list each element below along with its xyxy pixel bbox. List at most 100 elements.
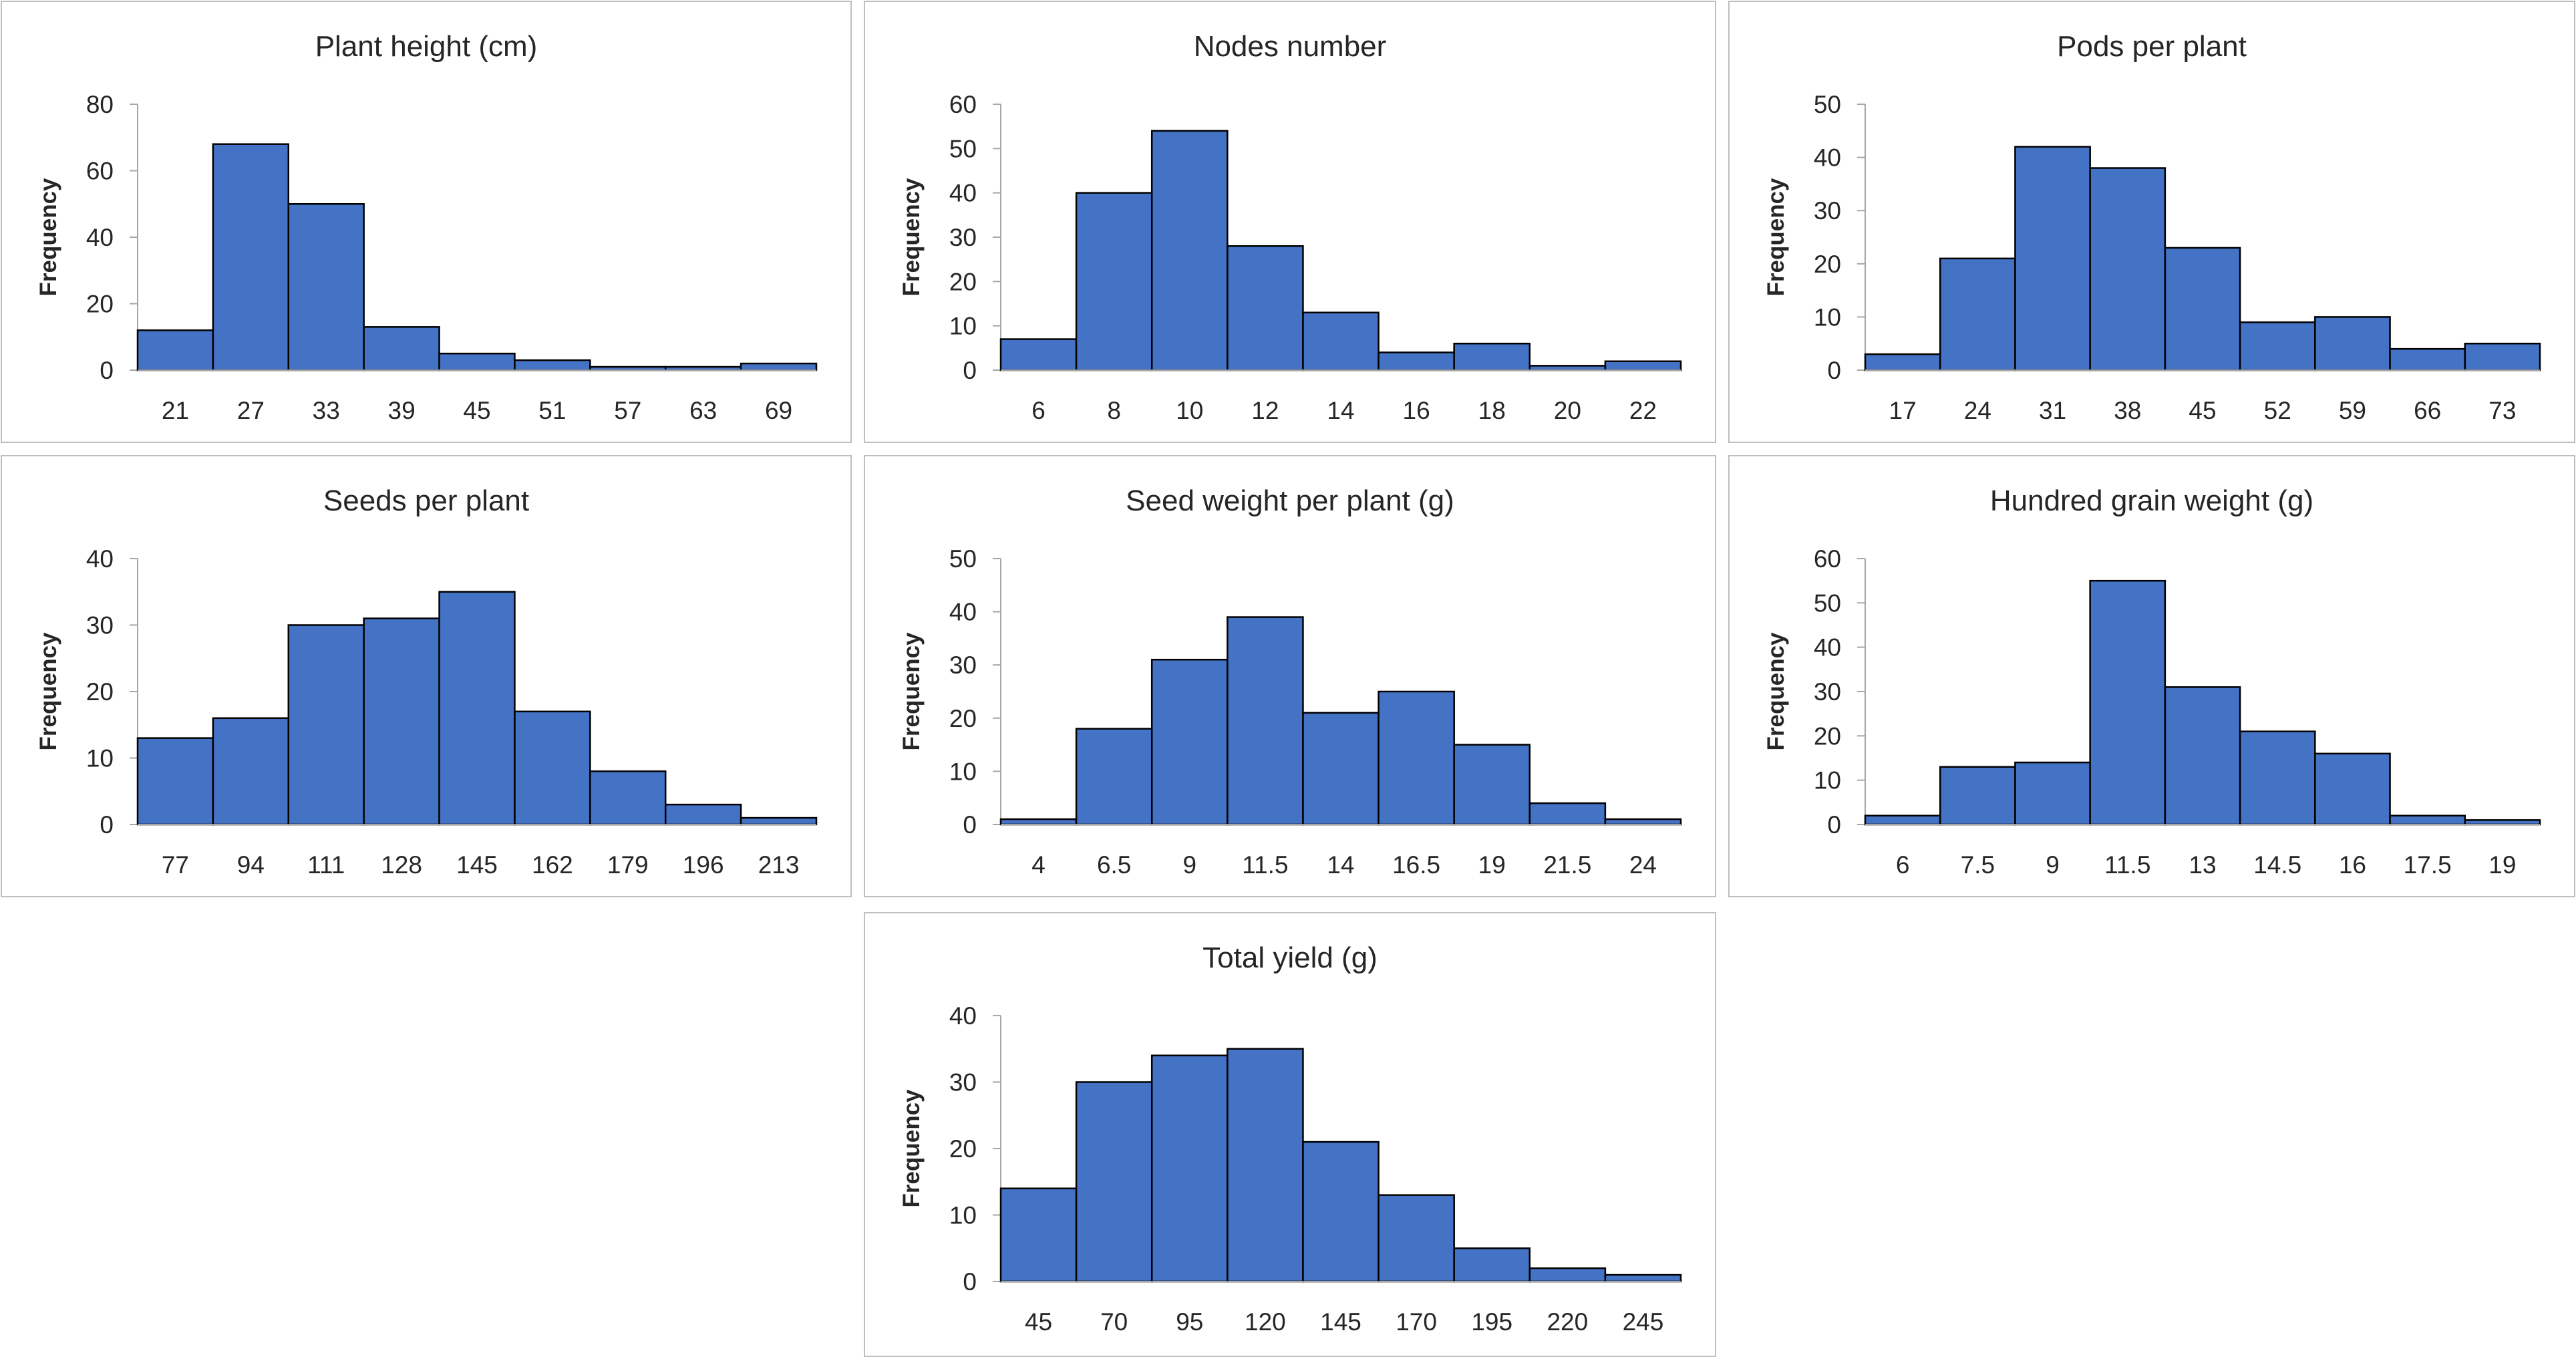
x-tick-label: 24 xyxy=(1629,851,1657,879)
histogram-bar xyxy=(1939,257,2016,371)
chart-panel-4: Seeds per plant Frequency 0 10 20 30 40 77 94 111… xyxy=(1,455,852,897)
chart-title: Seeds per plant xyxy=(323,484,529,517)
y-tick-label: 50 xyxy=(1814,589,1841,617)
x-tick-label: 10 xyxy=(1176,397,1203,424)
chart-panel-3: Pods per plant Frequency 0 10 20 30 40 50 17 24 31… xyxy=(1728,1,2575,443)
y-tick-label: 0 xyxy=(963,811,977,839)
x-tick-label: 57 xyxy=(614,397,641,424)
y-axis-label: Frequency xyxy=(35,178,61,297)
y-tick-label: 10 xyxy=(949,313,977,340)
histogram-bar xyxy=(2089,579,2166,826)
x-tick-label: 20 xyxy=(1554,397,1581,424)
y-tick-label: 50 xyxy=(949,545,977,573)
histogram-bar xyxy=(514,710,591,826)
histogram-bar xyxy=(1378,351,1455,371)
histogram-bar xyxy=(999,818,1078,826)
y-tick-label: 30 xyxy=(949,224,977,251)
histogram-bar xyxy=(1302,712,1380,826)
y-tick-label: 20 xyxy=(1814,251,1841,278)
y-tick-label: 0 xyxy=(100,357,114,384)
x-tick-label: 14.5 xyxy=(2253,851,2301,879)
y-tick-label: 0 xyxy=(100,811,114,839)
x-tick-label: 94 xyxy=(237,851,265,879)
x-tick-label: 220 xyxy=(1547,1308,1588,1336)
y-tick-label: 10 xyxy=(1814,767,1841,794)
y-tick-label: 20 xyxy=(1814,722,1841,750)
histogram-bar xyxy=(363,326,440,371)
histogram-bar xyxy=(1528,802,1607,826)
x-tick-label: 39 xyxy=(388,397,416,424)
histogram-bar xyxy=(212,717,290,826)
y-tick-label: 40 xyxy=(1814,634,1841,661)
y-tick-label: 0 xyxy=(963,1268,977,1296)
histogram-bar xyxy=(438,352,516,371)
histogram-bar xyxy=(1453,1247,1531,1283)
y-tick-label: 30 xyxy=(86,612,114,639)
histogram-bar xyxy=(363,617,440,826)
x-tick-label: 16.5 xyxy=(1392,851,1440,879)
x-tick-label: 18 xyxy=(1478,397,1506,424)
y-tick-label: 40 xyxy=(949,180,977,207)
y-axis-label: Frequency xyxy=(1763,632,1789,751)
x-tick-label: 6.5 xyxy=(1097,851,1131,879)
x-tick-label: 59 xyxy=(2339,397,2366,424)
histogram-bar xyxy=(1939,766,2016,826)
chart-frame xyxy=(864,1,1716,443)
histogram-bar xyxy=(1227,245,1304,371)
chart-title: Pods per plant xyxy=(2057,30,2247,63)
y-tick-label: 30 xyxy=(949,651,977,679)
x-tick-label: 14 xyxy=(1327,851,1354,879)
histogram-bar xyxy=(2239,730,2316,826)
histogram-bar xyxy=(2164,686,2241,826)
x-tick-label: 19 xyxy=(1478,851,1506,879)
chart-title: Total yield (g) xyxy=(1202,941,1378,974)
histogram-bar xyxy=(2089,167,2166,371)
x-tick-label: 170 xyxy=(1396,1308,1437,1336)
y-tick-label: 20 xyxy=(86,678,114,706)
x-tick-label: 17.5 xyxy=(2404,851,2452,879)
histogram-bar xyxy=(2164,247,2241,371)
y-tick-label: 30 xyxy=(949,1069,977,1096)
y-axis-label: Frequency xyxy=(1763,178,1789,297)
y-tick-label: 40 xyxy=(949,599,977,626)
histogram-bar xyxy=(1075,728,1153,826)
y-tick-label: 50 xyxy=(1814,91,1841,118)
histogram-bar xyxy=(1528,1267,1607,1283)
y-tick-label: 0 xyxy=(1827,357,1841,384)
y-tick-label: 20 xyxy=(949,268,977,295)
x-tick-label: 27 xyxy=(237,397,265,424)
x-tick-label: 21.5 xyxy=(1543,851,1591,879)
x-tick-label: 8 xyxy=(1107,397,1121,424)
y-tick-label: 0 xyxy=(963,357,977,384)
histogram-bar xyxy=(740,816,818,826)
x-tick-label: 70 xyxy=(1100,1308,1128,1336)
histogram-bar xyxy=(1604,360,1682,371)
y-tick-label: 40 xyxy=(1814,144,1841,172)
chart-title: Seed weight per plant (g) xyxy=(1126,484,1454,517)
chart-title: Plant height (cm) xyxy=(315,30,538,63)
x-tick-label: 19 xyxy=(2488,851,2516,879)
x-tick-label: 33 xyxy=(313,397,340,424)
histogram-bar xyxy=(2314,752,2391,826)
histogram-bar xyxy=(212,143,290,371)
histogram-bar xyxy=(1227,616,1304,826)
y-tick-label: 40 xyxy=(86,545,114,573)
histogram-bar xyxy=(1227,1048,1304,1283)
x-tick-label: 111 xyxy=(307,851,345,879)
chart-panel-1: Plant height (cm) Frequency 0 20 40 60 80 21 27 3… xyxy=(1,1,852,443)
histogram-bar xyxy=(1604,1273,1682,1283)
histogram-bar xyxy=(1864,353,1941,371)
y-axis-label: Frequency xyxy=(899,1089,925,1208)
y-tick-label: 10 xyxy=(1814,303,1841,331)
x-tick-label: 6 xyxy=(1031,397,1045,424)
x-tick-label: 16 xyxy=(2339,851,2366,879)
chart-panel-5: Seed weight per plant (g) Frequency 0 10 20 3… xyxy=(864,455,1716,897)
y-axis-label: Frequency xyxy=(899,178,925,297)
histogram-bar xyxy=(2389,347,2466,371)
histogram-bar xyxy=(2014,761,2091,826)
y-tick-label: 20 xyxy=(86,291,114,318)
x-tick-label: 51 xyxy=(538,397,566,424)
y-tick-label: 10 xyxy=(949,1202,977,1229)
x-tick-label: 6 xyxy=(1896,851,1910,879)
x-tick-label: 213 xyxy=(758,851,800,879)
